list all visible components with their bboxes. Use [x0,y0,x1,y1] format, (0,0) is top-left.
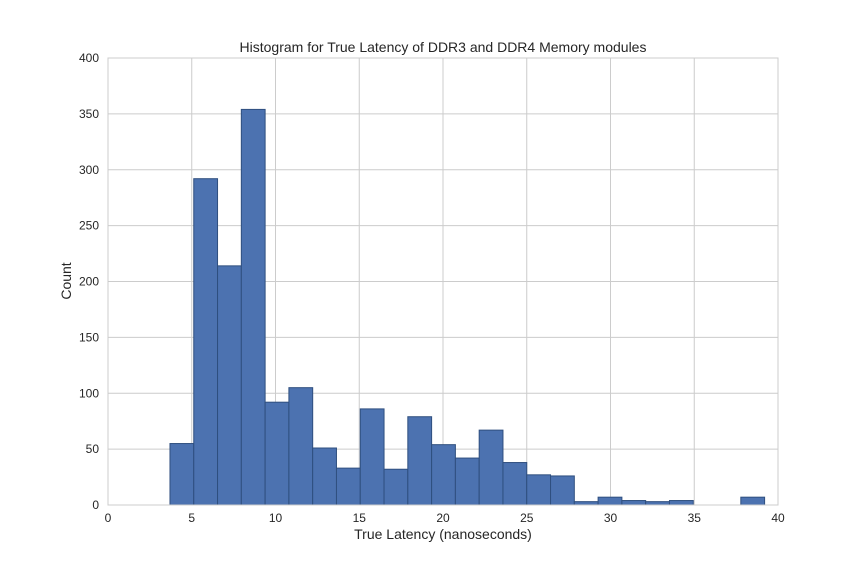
histogram-bar [359,408,385,506]
histogram-bar [312,447,337,506]
histogram-bar [573,501,599,506]
x-tick-label: 30 [604,511,618,525]
y-tick-label: 300 [79,163,99,177]
x-axis-label: True Latency (nanoseconds) [354,526,532,542]
y-tick-label: 400 [79,51,99,65]
x-tick-label: 25 [520,511,534,525]
x-tick-label: 5 [188,511,195,525]
y-tick-label: 150 [79,330,99,344]
histogram-bar [240,108,266,506]
histogram-bar [288,387,314,506]
y-axis-ticks: 0 50 100 150 200 250 300 350 400 [79,51,99,512]
histogram-bar [478,429,504,506]
x-tick-label: 35 [688,511,702,525]
y-tick-label: 350 [79,107,99,121]
histogram-bar [383,468,409,506]
histogram-bar [621,500,647,506]
histogram-bar [502,462,528,506]
plot-frame [107,57,779,506]
y-axis-label: Count [58,262,74,299]
y-tick-label: 250 [79,219,99,233]
x-tick-label: 0 [105,511,112,525]
y-tick-label: 50 [86,442,100,456]
histogram-bar [169,443,195,506]
histogram-bar [335,467,361,506]
x-tick-label: 40 [771,511,785,525]
histogram-bar [597,496,623,506]
histogram-bar [217,265,242,506]
histogram-bar [264,401,290,506]
x-tick-label: 15 [353,511,367,525]
histogram-bar [645,501,670,506]
x-tick-label: 10 [269,511,283,525]
histogram-bar [193,178,219,506]
histogram-bar [407,416,433,506]
histogram-bar [454,457,480,506]
histogram-bar [431,444,456,506]
y-tick-label: 100 [79,386,99,400]
histogram-bar [740,496,766,506]
chart-title: Histogram for True Latency of DDR3 and D… [240,39,647,55]
histogram-bar [526,474,552,506]
histogram-bars [169,108,766,506]
histogram-bar [668,500,694,506]
histogram-bar [550,475,575,506]
y-tick-label: 0 [92,498,99,512]
x-tick-label: 20 [436,511,450,525]
x-axis-ticks: 0 5 10 15 20 25 30 35 40 [105,511,785,525]
y-tick-label: 200 [79,275,99,289]
